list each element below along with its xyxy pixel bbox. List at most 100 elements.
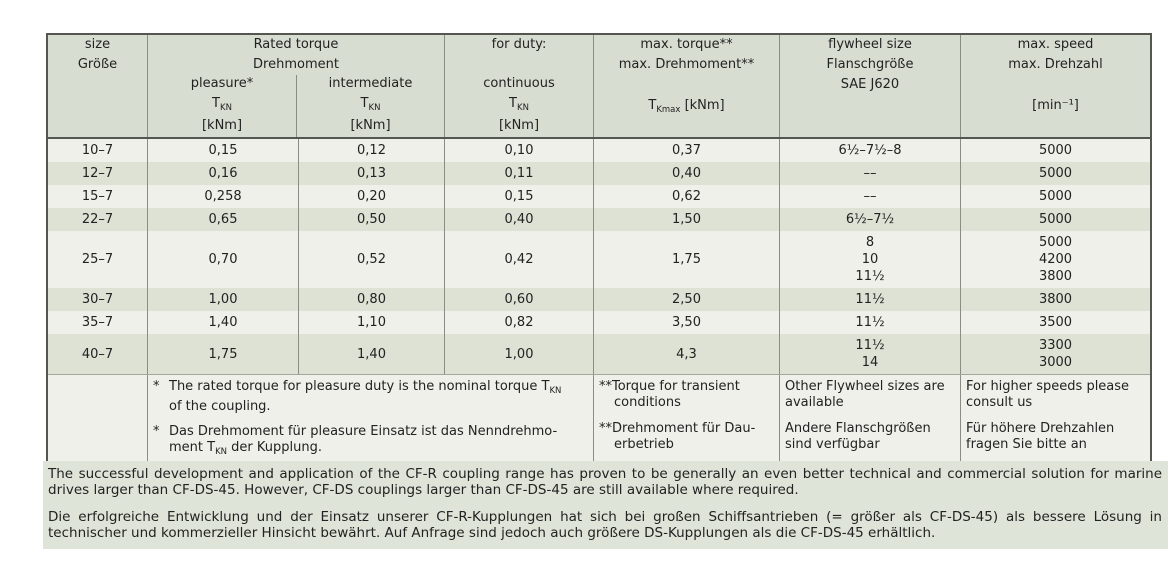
cell-continuous: 0,15	[444, 185, 593, 208]
cell-intermediate: 0,50	[298, 208, 444, 231]
cell-size: 40–7	[81, 346, 114, 362]
cell-intermediate: 0,80	[298, 288, 444, 311]
footnote-rated-en: * The rated torque for pleasure duty is …	[153, 379, 562, 414]
footnote-speed: For higher speeds please consult us Für …	[960, 375, 1150, 468]
cell-speed: 3300 3000	[960, 334, 1150, 374]
header-max-speed-unit: [min⁻¹]	[1032, 98, 1079, 113]
table-footnotes: * The rated torque for pleasure duty is …	[48, 374, 1150, 468]
cell-continuous: 0,40	[444, 208, 593, 231]
cell-pleasure: 0,15	[147, 139, 298, 162]
cell-speed: 5000	[960, 185, 1150, 208]
header-size: size Größe	[48, 35, 147, 137]
header-duty-label: for duty:	[491, 37, 547, 52]
cell-size: 30–7	[81, 292, 114, 307]
cell-max_torque: 4,3	[593, 334, 779, 374]
table-body: 10–7 0,15 0,12 0,10 0,37 6½–7½–8 5000 12–7 0,16 0…	[48, 137, 1150, 374]
cell-size: 35–7	[81, 315, 114, 330]
cell-flywheel: 11½	[779, 288, 960, 311]
cell-flywheel: 8 10 11½	[779, 231, 960, 288]
header-pleasure-unit: [kNm]	[201, 118, 243, 133]
cell-pleasure: 0,16	[147, 162, 298, 185]
table-row: 25–7 0,70 0,52 0,42 1,75 8 10 11½ 5000 4200 3800	[48, 231, 1150, 288]
cell-flywheel: ––	[779, 162, 960, 185]
cell-pleasure: 0,70	[147, 231, 298, 288]
header-continuous-label: continuous	[483, 76, 555, 91]
cell-intermediate: 0,12	[298, 139, 444, 162]
cell-pleasure: 0,65	[147, 208, 298, 231]
header-flywheel-en: flywheel size	[828, 37, 912, 52]
header-flywheel-standard: SAE J620	[840, 77, 900, 92]
table-header: size Größe Rated torque Drehmoment pleas…	[48, 35, 1150, 137]
table-row: 40–7 1,75 1,40 1,00 4,3 11½ 14 3300 3000	[48, 334, 1150, 374]
table-row: 12–7 0,16 0,13 0,11 0,40 –– 5000	[48, 162, 1150, 185]
cell-continuous: 0,11	[444, 162, 593, 185]
cell-pleasure: 1,40	[147, 311, 298, 334]
cell-speed: 5000	[960, 208, 1150, 231]
header-max-torque: max. torque** max. Drehmoment** TKmax [k…	[593, 35, 779, 137]
footnote-rated-de: * Das Drehmoment für pleasure Einsatz is…	[153, 424, 558, 457]
coupling-spec-table: size Größe Rated torque Drehmoment pleas…	[46, 33, 1152, 470]
cell-size: 10–7	[81, 143, 114, 158]
header-intermediate: intermediate TKN [kNm]	[296, 75, 444, 137]
header-duty-spacer	[445, 55, 593, 75]
cell-continuous: 0,42	[444, 231, 593, 288]
cell-intermediate: 0,20	[298, 185, 444, 208]
table-row: 10–7 0,15 0,12 0,10 0,37 6½–7½–8 5000	[48, 139, 1150, 162]
table-row: 30–7 1,00 0,80 0,60 2,50 11½ 3800	[48, 288, 1150, 311]
header-continuous-symbol: TKN	[509, 96, 529, 113]
cell-flywheel: 6½–7½–8	[779, 139, 960, 162]
header-flywheel: flywheel size Flanschgröße SAE J620	[779, 35, 960, 137]
header-rated-torque-en: Rated torque	[253, 37, 339, 52]
header-continuous-unit: [kNm]	[498, 118, 540, 133]
summary-paragraph-en: The successful development and applicati…	[48, 466, 1162, 499]
cell-max_torque: 1,75	[593, 231, 779, 288]
cell-size: 12–7	[81, 166, 114, 181]
header-pleasure-symbol: TKN	[212, 96, 232, 113]
header-pleasure-label: pleasure*	[190, 76, 254, 91]
header-size-de: Größe	[77, 57, 118, 72]
cell-intermediate: 0,52	[298, 231, 444, 288]
cell-size: 25–7	[81, 252, 114, 267]
header-max-torque-de: max. Drehmoment**	[618, 57, 755, 72]
cell-speed: 3500	[960, 311, 1150, 334]
header-flywheel-de: Flanschgröße	[826, 57, 914, 72]
header-max-speed-de: max. Drehzahl	[1008, 57, 1103, 72]
cell-max_torque: 1,50	[593, 208, 779, 231]
header-rated-torque-de: Drehmoment	[253, 57, 339, 72]
header-rated-torque-group: Rated torque Drehmoment pleasure* TKN [k…	[147, 35, 444, 137]
cell-flywheel: ––	[779, 185, 960, 208]
header-intermediate-label: intermediate	[328, 76, 413, 91]
cell-speed: 3800	[960, 288, 1150, 311]
header-duty: for duty: continuous TKN [kNm]	[444, 35, 593, 137]
cell-speed: 5000	[960, 162, 1150, 185]
cell-intermediate: 1,10	[298, 311, 444, 334]
footnote-rated-notes: * The rated torque for pleasure duty is …	[147, 375, 593, 468]
cell-pleasure: 1,00	[147, 288, 298, 311]
cell-continuous: 0,60	[444, 288, 593, 311]
summary-band: The successful development and applicati…	[43, 461, 1168, 549]
header-intermediate-unit: [kNm]	[350, 118, 391, 133]
cell-max_torque: 0,37	[593, 139, 779, 162]
cell-continuous: 0,10	[444, 139, 593, 162]
cell-speed: 5000 4200 3800	[960, 231, 1150, 288]
cell-max_torque: 0,40	[593, 162, 779, 185]
header-pleasure: pleasure* TKN [kNm]	[148, 75, 296, 137]
cell-max_torque: 0,62	[593, 185, 779, 208]
header-max-speed-en: max. speed	[1017, 37, 1094, 52]
footnote-size-empty	[48, 375, 147, 468]
header-intermediate-symbol: TKN	[360, 96, 381, 113]
cell-pleasure: 1,75	[147, 334, 298, 374]
header-max-torque-symbol: TKmax [kNm]	[648, 98, 725, 115]
table-row: 15–7 0,258 0,20 0,15 0,62 –– 5000	[48, 185, 1150, 208]
cell-intermediate: 0,13	[298, 162, 444, 185]
cell-flywheel: 11½	[779, 311, 960, 334]
table-row: 35–7 1,40 1,10 0,82 3,50 11½ 3500	[48, 311, 1150, 334]
footnote-max-torque: **Torque for transient conditions **Dreh…	[593, 375, 779, 468]
cell-max_torque: 3,50	[593, 311, 779, 334]
header-max-speed: max. speed max. Drehzahl [min⁻¹]	[960, 35, 1150, 137]
header-size-en: size	[84, 37, 111, 52]
cell-speed: 5000	[960, 139, 1150, 162]
cell-flywheel: 6½–7½	[779, 208, 960, 231]
footnote-flywheel: Other Flywheel sizes are available Ander…	[779, 375, 960, 468]
cell-max_torque: 2,50	[593, 288, 779, 311]
